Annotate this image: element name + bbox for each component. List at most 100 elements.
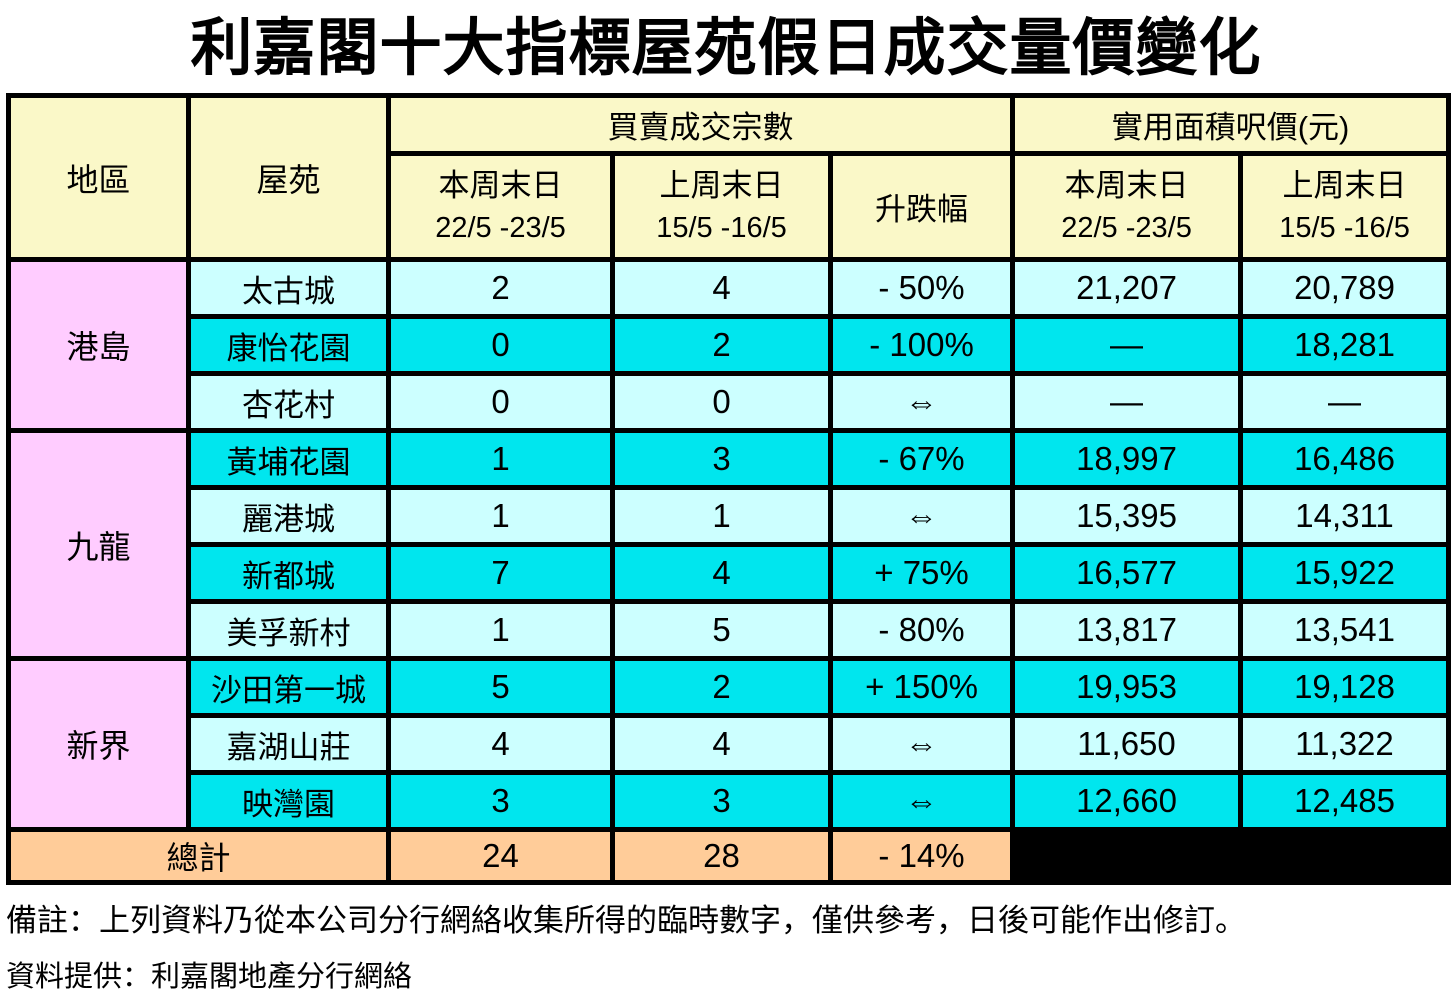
price-last-cell: 11,322 — [1238, 713, 1452, 775]
table-row-meifoo: 美孚新村 1 5 - 80% 13,817 13,541 — [9, 599, 1452, 661]
estate-cell: 杏花村 — [186, 371, 391, 433]
deals-last-cell: 5 — [610, 599, 833, 661]
header-price-group: 實用面積呎價(元) — [1010, 93, 1452, 156]
price-last-cell: — — [1238, 371, 1452, 433]
deals-this-cell: 7 — [386, 542, 615, 604]
deals-this-cell: 0 — [386, 314, 615, 376]
change-cell: ⇔ — [827, 770, 1016, 832]
header-price-last-weekend: 上周末日 15/5 -16/5 — [1238, 151, 1452, 262]
price-last-cell: 13,541 — [1238, 599, 1452, 661]
price-this-cell: — — [1010, 371, 1244, 433]
table-row-taikooshing: 港島 太古城 2 4 - 50% 21,207 20,789 — [6, 257, 1452, 433]
estate-cell: 麗港城 — [186, 485, 391, 547]
change-cell: - 80% — [827, 599, 1016, 661]
table-row-cityonefirst: 新界 沙田第一城 5 2 + 150% 19,953 19,128 — [6, 656, 1452, 832]
deals-last-cell: 2 — [610, 314, 833, 376]
header-row-periods: 本周末日 22/5 -23/5 上周末日 15/5 -16/5 升跌幅 本周末日… — [9, 151, 1452, 262]
estate-cell: 黃埔花園 — [186, 428, 391, 490]
total-label-cell: 總計 — [6, 827, 391, 885]
price-last-cell: 19,128 — [1238, 656, 1452, 718]
table-row-hengfachuen: 杏花村 0 0 ⇔ — — — [9, 371, 1452, 433]
page-title: 利嘉閣十大指標屋苑假日成交量價變化 — [190, 14, 1262, 83]
table-row-kornhill: 康怡花園 0 2 - 100% — 18,281 — [9, 314, 1452, 376]
estate-cell: 嘉湖山莊 — [186, 713, 391, 775]
estates-table: 地區 屋苑 買賣成交宗數 實用面積呎價(元) 本周末日 22/5 -23/5 上… — [6, 93, 1452, 885]
deals-last-cell: 3 — [610, 770, 833, 832]
deals-last-cell: 2 — [610, 656, 833, 718]
header-price-this-weekend: 本周末日 22/5 -23/5 — [1010, 151, 1244, 262]
table-row-caribbeancoast: 映灣園 3 3 ⇔ 12,660 12,485 — [9, 770, 1452, 832]
price-last-cell: 15,922 — [1238, 542, 1452, 604]
header-deals-group: 買賣成交宗數 — [385, 93, 1016, 156]
deals-this-cell: 0 — [386, 371, 615, 433]
price-this-cell: 18,997 — [1010, 428, 1244, 490]
deals-this-cell: 4 — [386, 713, 615, 775]
change-cell: - 100% — [827, 314, 1016, 376]
price-this-weekend-wrap: 本周末日 22/5 -23/5 — [1018, 159, 1236, 255]
table-row-metrocity: 新都城 7 4 + 75% 16,577 15,922 — [9, 542, 1452, 604]
total-deals-last-cell: 28 — [610, 827, 833, 885]
header-deals-this-weekend: 本周末日 22/5 -23/5 — [386, 151, 615, 262]
district-cell-new-territories: 新界 — [6, 656, 191, 832]
change-cell: - 50% — [827, 257, 1016, 319]
change-cell: ⇔ — [827, 485, 1016, 547]
district-cell-hongkong-island: 港島 — [6, 257, 191, 433]
table-row-kingswood: 嘉湖山莊 4 4 ⇔ 11,650 11,322 — [9, 713, 1452, 775]
price-last-weekend-dates: 15/5 -16/5 — [1279, 212, 1410, 245]
change-cell: + 75% — [827, 542, 1016, 604]
deals-last-weekend-label: 上周末日 — [659, 167, 784, 203]
deals-this-weekend-wrap: 本周末日 22/5 -23/5 — [394, 159, 608, 255]
price-this-cell: 11,650 — [1010, 713, 1244, 775]
price-last-weekend-wrap: 上周末日 15/5 -16/5 — [1246, 159, 1444, 255]
source-note: 資料提供：利嘉閣地產分行網絡 — [6, 961, 413, 994]
deals-this-weekend-dates: 22/5 -23/5 — [435, 212, 566, 245]
deals-this-cell: 5 — [386, 656, 615, 718]
price-last-cell: 14,311 — [1238, 485, 1452, 547]
deals-last-weekend-wrap: 上周末日 15/5 -16/5 — [618, 159, 826, 255]
price-last-cell: 18,281 — [1238, 314, 1452, 376]
deals-this-cell: 1 — [386, 485, 615, 547]
price-this-cell: — — [1010, 314, 1244, 376]
price-this-cell: 21,207 — [1010, 257, 1244, 319]
deals-last-cell: 0 — [610, 371, 833, 433]
estate-cell: 康怡花園 — [186, 314, 391, 376]
deals-this-cell: 3 — [386, 770, 615, 832]
price-last-cell: 12,485 — [1238, 770, 1452, 832]
deals-last-cell: 3 — [610, 428, 833, 490]
remark-note: 備註：上列資料乃從本公司分行網絡收集所得的臨時數字，僅供參考，日後可能作出修訂。 — [6, 903, 1246, 938]
price-last-cell: 20,789 — [1238, 257, 1452, 319]
price-this-cell: 16,577 — [1010, 542, 1244, 604]
estate-cell: 沙田第一城 — [186, 656, 391, 718]
table-row-whampoa: 九龍 黃埔花園 1 3 - 67% 18,997 16,486 — [6, 428, 1452, 661]
price-this-weekend-label: 本周末日 — [1064, 167, 1189, 203]
deals-this-cell: 1 — [386, 599, 615, 661]
deals-last-cell: 4 — [610, 713, 833, 775]
price-this-cell: 13,817 — [1010, 599, 1244, 661]
deals-last-cell: 4 — [610, 542, 833, 604]
price-this-weekend-dates: 22/5 -23/5 — [1061, 212, 1192, 245]
total-row: 總計 24 28 - 14% — [6, 827, 1452, 885]
change-cell: ⇔ — [827, 713, 1016, 775]
deals-last-cell: 1 — [610, 485, 833, 547]
estate-cell: 新都城 — [186, 542, 391, 604]
price-this-cell: 19,953 — [1010, 656, 1244, 718]
price-this-cell: 15,395 — [1010, 485, 1244, 547]
header-deals-last-weekend: 上周末日 15/5 -16/5 — [610, 151, 833, 262]
total-deals-this-cell: 24 — [386, 827, 615, 885]
estate-cell: 美孚新村 — [186, 599, 391, 661]
estate-cell: 映灣園 — [186, 770, 391, 832]
change-cell: + 150% — [827, 656, 1016, 718]
deals-this-weekend-label: 本周末日 — [438, 167, 563, 203]
table-row-lagunacity: 麗港城 1 1 ⇔ 15,395 14,311 — [9, 485, 1452, 547]
total-void-cell — [1010, 827, 1452, 885]
district-cell-kowloon: 九龍 — [6, 428, 191, 661]
deals-last-cell: 4 — [610, 257, 833, 319]
total-change-cell: - 14% — [827, 827, 1016, 885]
estate-cell: 太古城 — [186, 257, 391, 319]
deals-this-cell: 1 — [386, 428, 615, 490]
change-cell: - 67% — [827, 428, 1016, 490]
header-row-groups: 地區 屋苑 買賣成交宗數 實用面積呎價(元) — [6, 93, 1452, 262]
header-estate: 屋苑 — [186, 93, 391, 262]
header-change: 升跌幅 — [827, 151, 1016, 262]
